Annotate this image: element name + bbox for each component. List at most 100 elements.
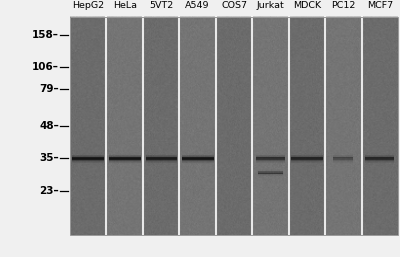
Text: MCF7: MCF7 [367, 1, 393, 10]
Bar [146, 160, 177, 161]
Bar [256, 155, 285, 156]
Bar [109, 160, 141, 161]
Bar [252, 17, 289, 235]
Bar [146, 154, 177, 155]
Bar [146, 157, 177, 158]
Bar [72, 162, 104, 163]
Bar [258, 173, 282, 174]
Bar [365, 161, 394, 162]
Text: MDCK: MDCK [293, 1, 321, 10]
Bar [182, 155, 214, 156]
Bar [365, 162, 394, 163]
Bar [146, 163, 177, 164]
Bar [365, 154, 394, 155]
Bar [291, 153, 323, 154]
Bar [256, 160, 285, 161]
Bar [109, 153, 141, 154]
Bar [216, 17, 252, 235]
Bar [365, 156, 394, 157]
Bar [256, 162, 285, 163]
Bar [72, 154, 104, 155]
Bar [182, 153, 214, 154]
Bar [72, 163, 104, 164]
Bar [291, 161, 323, 162]
Bar [143, 17, 179, 235]
Text: COS7: COS7 [221, 1, 247, 10]
Text: 23–: 23– [39, 187, 59, 196]
Bar [256, 158, 285, 159]
Bar [333, 156, 353, 157]
Bar [365, 158, 394, 159]
Bar [289, 17, 325, 235]
Bar [146, 159, 177, 160]
Bar [72, 157, 104, 158]
Bar [179, 17, 216, 235]
Bar [256, 159, 285, 160]
Bar [365, 155, 394, 156]
Bar [256, 154, 285, 155]
Bar [365, 153, 394, 154]
Bar [106, 17, 143, 235]
Bar [258, 175, 282, 176]
Bar [109, 161, 141, 162]
Text: 79–: 79– [39, 84, 59, 94]
Bar [182, 154, 214, 155]
Bar [146, 164, 177, 165]
Bar [258, 172, 282, 173]
Bar [109, 162, 141, 163]
Bar [256, 156, 285, 157]
Bar [146, 162, 177, 163]
Bar [182, 156, 214, 157]
Bar [258, 174, 282, 175]
Bar [291, 155, 323, 156]
Bar [333, 154, 353, 155]
Bar [182, 163, 214, 164]
Bar [291, 156, 323, 157]
Bar [72, 155, 104, 156]
Text: PC12: PC12 [331, 1, 356, 10]
Bar [146, 158, 177, 159]
Bar [333, 160, 353, 161]
Bar [258, 170, 282, 171]
Bar [258, 169, 282, 170]
Text: 35–: 35– [39, 153, 59, 163]
Bar [325, 17, 362, 235]
Bar [109, 158, 141, 159]
Bar [72, 158, 104, 159]
Bar [72, 164, 104, 165]
Bar [72, 156, 104, 157]
Bar [182, 161, 214, 162]
Bar [72, 153, 104, 154]
Bar [333, 155, 353, 156]
Bar [109, 157, 141, 158]
Bar [146, 155, 177, 156]
Bar [291, 164, 323, 165]
Bar [70, 17, 398, 235]
Bar [146, 156, 177, 157]
Bar [256, 163, 285, 164]
Bar [109, 159, 141, 160]
Bar [258, 169, 282, 170]
Bar [72, 161, 104, 162]
Bar [291, 160, 323, 161]
Bar [365, 164, 394, 165]
Bar [182, 158, 214, 159]
Bar [258, 171, 282, 172]
Bar [291, 159, 323, 160]
Text: 48–: 48– [39, 121, 59, 131]
Text: 158–: 158– [32, 30, 59, 40]
Bar [362, 17, 398, 235]
Bar [333, 157, 353, 158]
Bar [291, 154, 323, 155]
Text: HepG2: HepG2 [72, 1, 104, 10]
Bar [70, 17, 398, 235]
Bar [182, 160, 214, 161]
Bar [256, 157, 285, 158]
Bar [70, 17, 106, 235]
Bar [291, 162, 323, 163]
Bar [258, 172, 282, 173]
Bar [109, 154, 141, 155]
Bar [291, 158, 323, 159]
Bar [256, 164, 285, 165]
Bar [182, 157, 214, 158]
